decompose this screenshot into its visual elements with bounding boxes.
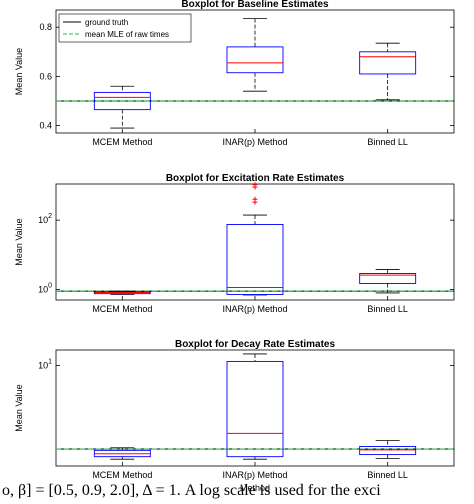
iqr-box bbox=[359, 51, 417, 75]
legend: ground truth mean MLE of raw times bbox=[58, 13, 192, 43]
x-axis-label: Method bbox=[240, 483, 270, 493]
box-3 bbox=[359, 42, 417, 101]
x-tick-label: INAR(p) Method bbox=[222, 304, 287, 314]
x-tick-label: INAR(p) Method bbox=[222, 470, 287, 480]
x-tick-label: Binned LL bbox=[367, 137, 408, 147]
chart-panel-2: Boxplot for Excitation Rate Estimates Mea… bbox=[14, 173, 455, 314]
y-tick-label: 0.6 bbox=[39, 71, 52, 81]
chart-title: Boxplot for Excitation Rate Estimates bbox=[166, 173, 345, 184]
box-1 bbox=[93, 447, 151, 460]
x-tick-label: MCEM Method bbox=[92, 137, 152, 147]
box-2 bbox=[226, 18, 284, 92]
box-3 bbox=[359, 440, 417, 459]
y-axis-label: Mean Value bbox=[14, 218, 24, 265]
chart-panel-1: Boxplot for Baseline Estimates Mean Value… bbox=[14, 0, 455, 147]
y-tick-label: 101 bbox=[38, 358, 52, 370]
figure-caption: o, β] = [0.5, 0.9, 2.0], Δ = 1. A log sc… bbox=[2, 482, 381, 499]
x-tick-label: Binned LL bbox=[367, 470, 408, 480]
legend-box bbox=[58, 13, 192, 43]
chart-title: Boxplot for Decay Rate Estimates bbox=[175, 339, 335, 350]
x-tick-label: Binned LL bbox=[367, 304, 408, 314]
iqr-box bbox=[359, 273, 417, 284]
y-tick-label: 102 bbox=[38, 213, 52, 225]
box-1 bbox=[93, 290, 151, 295]
box-2 bbox=[226, 353, 284, 460]
legend-entry-label: mean MLE of raw times bbox=[85, 30, 169, 39]
outlier-marker bbox=[252, 182, 258, 188]
iqr-box bbox=[226, 46, 284, 74]
iqr-box bbox=[226, 224, 284, 295]
y-tick-label: 0.4 bbox=[39, 121, 52, 131]
x-tick-label: INAR(p) Method bbox=[222, 137, 287, 147]
iqr-box bbox=[226, 360, 284, 458]
x-tick-label: MCEM Method bbox=[92, 470, 152, 480]
box-1 bbox=[93, 85, 151, 129]
x-tick-label: MCEM Method bbox=[92, 304, 152, 314]
box-2 bbox=[226, 182, 284, 296]
chart-title: Boxplot for Baseline Estimates bbox=[181, 0, 329, 10]
box-3 bbox=[359, 269, 417, 294]
legend-entry-label: ground truth bbox=[85, 18, 128, 27]
chart-panel-3: Boxplot for Decay Rate Estimates Mean Val… bbox=[14, 339, 455, 493]
y-tick-label: 0.8 bbox=[39, 22, 52, 32]
outlier-marker bbox=[252, 196, 258, 202]
y-axis-label: Mean Value bbox=[14, 48, 24, 95]
iqr-box bbox=[93, 91, 151, 111]
iqr-box bbox=[359, 446, 417, 456]
y-axis-label: Mean Value bbox=[14, 384, 24, 431]
y-tick-label: 100 bbox=[38, 283, 52, 295]
